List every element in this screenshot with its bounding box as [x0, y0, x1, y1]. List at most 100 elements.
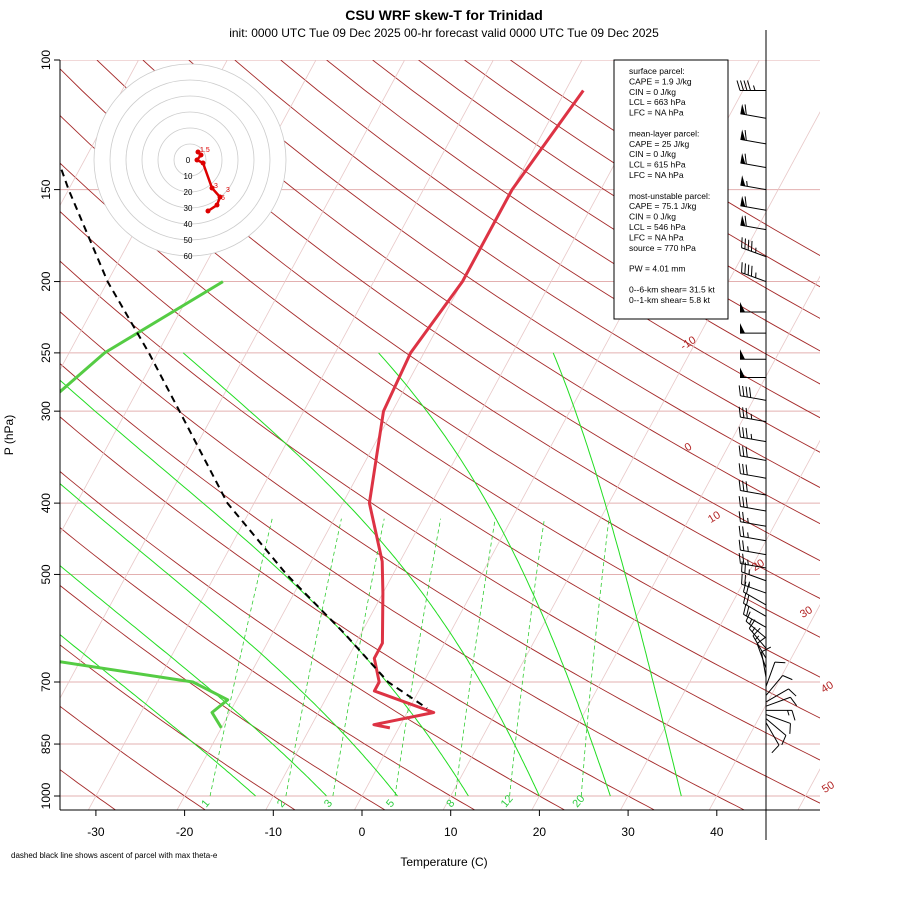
wind-barb	[740, 349, 766, 360]
y-tick-label: 700	[39, 672, 53, 692]
wind-barb-pennant	[740, 195, 746, 207]
wind-barb-feather	[744, 153, 747, 165]
wind-barb	[740, 302, 766, 313]
isotherm-line	[886, 60, 900, 812]
hodograph-point	[198, 152, 204, 158]
wind-barb-feather	[741, 561, 743, 572]
wind-barb-feather	[745, 446, 748, 458]
axes	[59, 60, 820, 811]
hodograph-background	[94, 64, 286, 256]
dry-adiabat-line	[60, 68, 820, 599]
x-axis-label: Temperature (C)	[400, 855, 487, 869]
wind-barb-feather	[745, 427, 748, 439]
wind-barb	[756, 636, 767, 669]
wind-barb-feather	[746, 594, 750, 606]
hodograph-point-label: 3	[214, 183, 218, 190]
x-tick-label: 0	[359, 825, 366, 839]
isotherm-line	[60, 60, 139, 207]
moist-adiabat-line	[60, 633, 256, 797]
hodograph-ring	[93, 63, 287, 257]
wind-barb-staff	[765, 675, 784, 696]
info-box-line: CIN = 0 J/kg	[629, 87, 676, 97]
wind-barb-feather	[740, 80, 744, 91]
wind-barb-feather	[738, 385, 741, 396]
dry-adiabat-line	[234, 60, 820, 453]
moist-adiabat-line	[60, 483, 398, 797]
info-box-line: CAPE = 25 J/kg	[629, 139, 690, 149]
dry-adiabat-line	[60, 162, 820, 678]
wind-barb	[742, 593, 767, 617]
wind-barb-feather	[745, 407, 748, 419]
wind-barb-feather	[738, 480, 741, 491]
isotherm-label: 0	[683, 441, 695, 454]
wind-barb	[765, 661, 786, 687]
moist-adiabat-line	[60, 564, 327, 797]
mixing-ratio-line	[454, 518, 496, 797]
isotherm-line	[531, 275, 820, 810]
wind-barb-staff	[743, 591, 767, 606]
dry-adiabat-line	[60, 210, 820, 719]
info-box-line: LFC = NA hPa	[629, 108, 684, 118]
wind-barb-feather	[789, 723, 791, 734]
wind-barb-feather	[738, 525, 741, 537]
wind-barb-feather	[782, 675, 793, 681]
wind-barb-pennant	[740, 367, 745, 378]
wind-barb-feather	[750, 240, 753, 252]
dry-adiabat-line	[280, 60, 820, 419]
svg-text:surface parcel:CAPE = 1.9 J/kg: surface parcel: CAPE = 1.9 J/kg CIN = 0 J/…	[629, 66, 715, 305]
parcel-info-box: surface parcel: CAPE = 1.9 J/kg CIN = 0 J/…	[613, 59, 729, 320]
isotherm-label: 30	[798, 604, 815, 621]
wind-barb-feather	[744, 263, 746, 274]
wind-barb-feather	[745, 481, 748, 492]
info-box-line: surface parcel:	[629, 66, 685, 76]
wind-barb	[760, 646, 772, 678]
wind-barb-half-feather	[747, 559, 749, 565]
wind-barb	[752, 627, 767, 659]
hodograph-ring	[173, 143, 207, 177]
wind-barb-feather	[744, 104, 747, 115]
wind-barb	[738, 525, 767, 542]
isotherm-label: 10	[706, 509, 723, 526]
wind-barb	[765, 722, 780, 754]
dry-adiabat-line	[60, 114, 820, 638]
wind-barb	[740, 153, 767, 169]
wind-barb-feather	[742, 407, 745, 418]
wind-barb-staff	[760, 651, 767, 678]
info-box-line: LFC = NA hPa	[629, 232, 684, 242]
wind-barb	[741, 262, 767, 283]
wind-barb-feather	[742, 480, 745, 492]
wind-barb-half-feather	[747, 546, 749, 552]
wind-barb-feather	[790, 696, 798, 706]
mixing-ratio-line	[394, 518, 441, 797]
wind-barb-half-feather	[750, 433, 753, 440]
wind-barb-feather	[756, 636, 766, 644]
wind-barb	[738, 496, 767, 512]
wind-barb-staff	[741, 272, 767, 283]
wind-barb-staff	[741, 583, 767, 594]
wind-barb-feather	[744, 238, 746, 249]
wind-barb-feather	[741, 262, 743, 273]
info-box-line: 0--6-km shear= 31.5 kt	[629, 284, 715, 294]
wind-barb-feather	[788, 688, 797, 697]
wind-barb-feather	[746, 583, 750, 594]
sounding-profiles	[60, 89, 585, 730]
wind-barb-pennant	[740, 323, 745, 334]
hodograph-point	[200, 160, 206, 166]
wind-barb-half-feather	[747, 532, 749, 538]
hodograph-point	[205, 208, 211, 214]
wind-barb-feather	[745, 464, 748, 475]
wind-barb	[738, 406, 767, 423]
isotherm-line	[442, 111, 820, 810]
info-box-line: CAPE = 75.1 J/kg	[629, 201, 697, 211]
wind-barb-staff	[741, 571, 767, 582]
wind-barb	[738, 511, 767, 527]
parcel-ascent-line	[60, 162, 428, 710]
wind-barb	[738, 539, 767, 556]
dry-adiabat-line	[60, 584, 386, 810]
wind-barb	[740, 367, 766, 378]
wind-barb	[738, 463, 767, 479]
dry-adiabat-line	[60, 705, 207, 810]
wind-barb-pennant	[740, 215, 746, 226]
isotherm-line	[708, 604, 820, 810]
